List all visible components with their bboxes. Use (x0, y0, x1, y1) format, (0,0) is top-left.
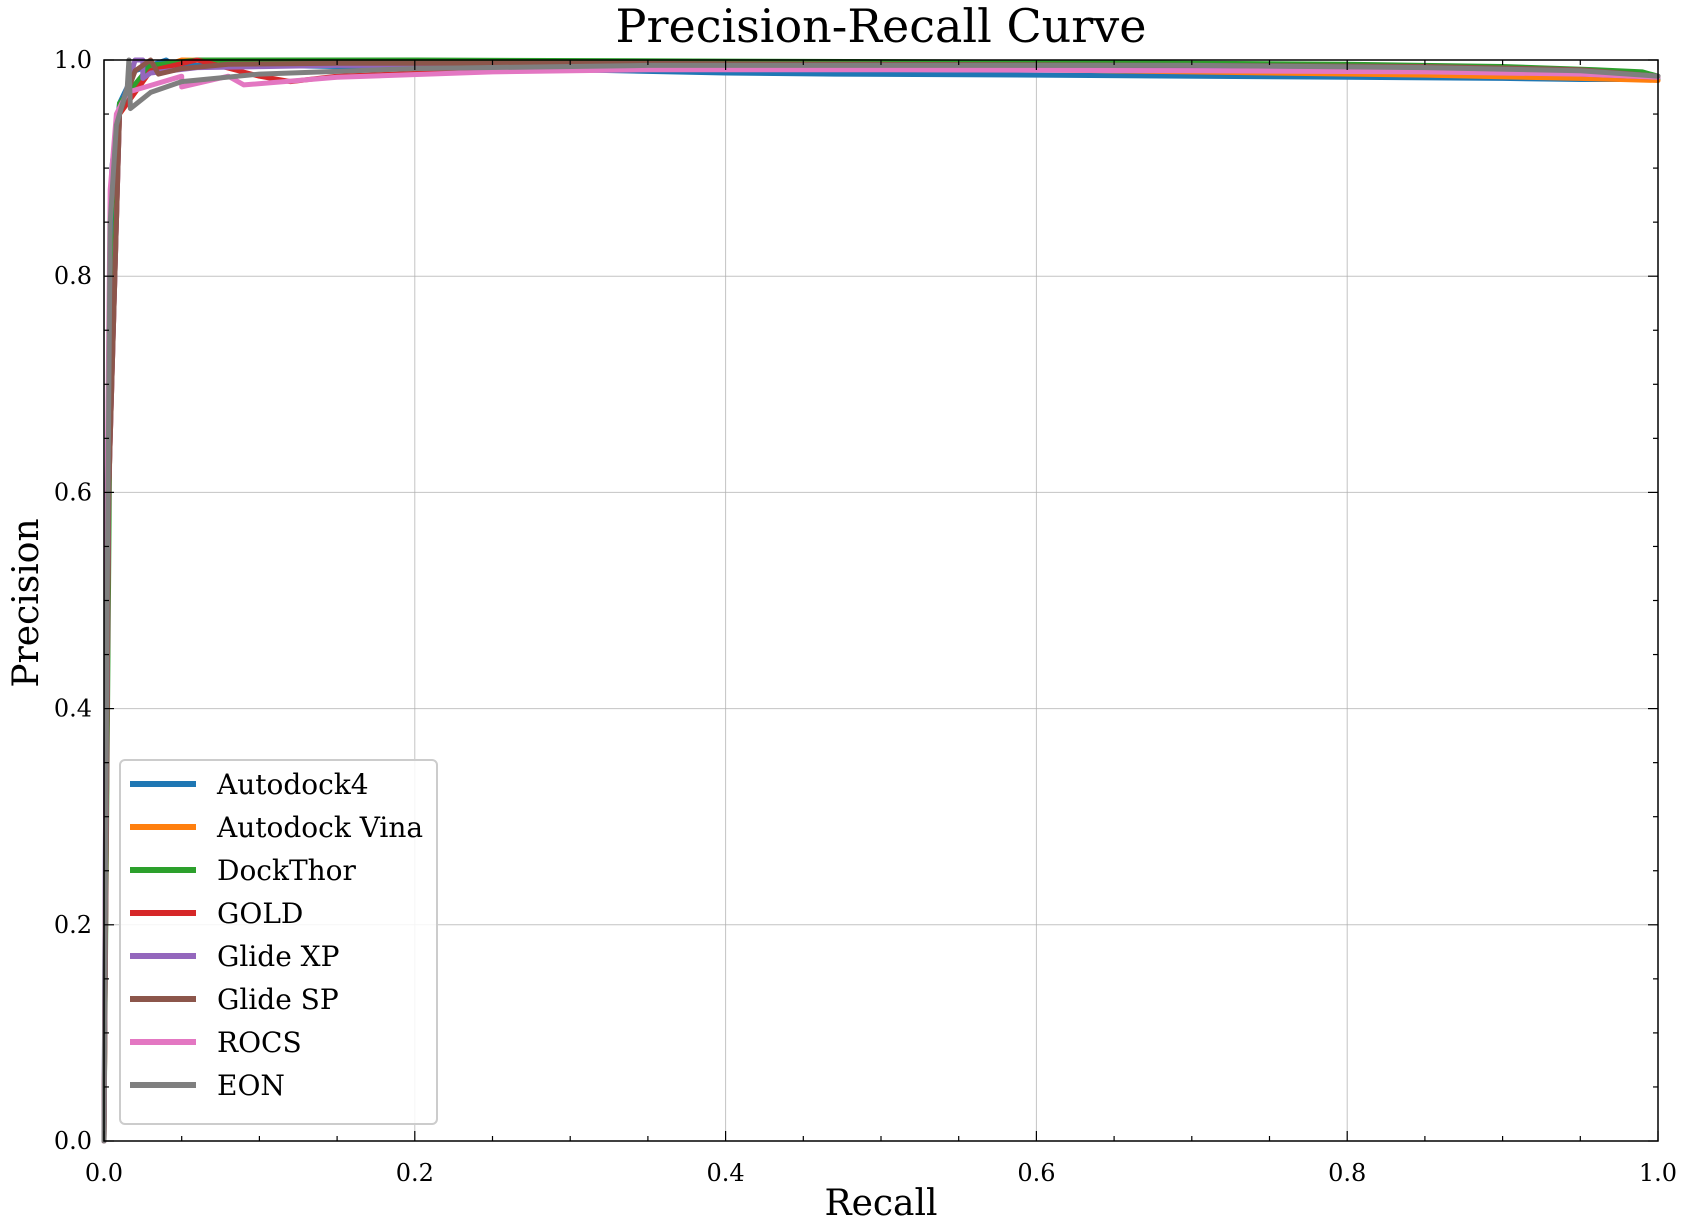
x-tick-label: 0.8 (1328, 1159, 1366, 1187)
plot-frame (103, 59, 1659, 1142)
y-axis-label: Precision (6, 518, 47, 687)
y-tick-label: 0.8 (54, 262, 92, 290)
y-tick-label: 0.6 (54, 478, 92, 506)
axes-layer: 0.0 0.2 0.4 0.6 0.8 1.0 0.0 0.2 0.4 0.6 0.8 1.0 (54, 46, 1677, 1187)
chart-title: Precision-Recall Curve (616, 0, 1147, 53)
x-tick-label: 0.0 (85, 1159, 123, 1187)
legend-label-glide-sp: Glide SP (217, 983, 339, 1016)
legend-label-autodock-vina: Autodock Vina (216, 811, 423, 844)
series-line-eon (101, 57, 1661, 1144)
legend-label-eon: EON (217, 1069, 285, 1102)
legend: Autodock4 Autodock Vina DockThor GOLD Glide … (119, 759, 438, 1125)
x-tick-label: 0.2 (396, 1159, 434, 1187)
y-tick-label: 0.4 (54, 695, 92, 723)
legend-label-glide-xp: Glide XP (217, 940, 339, 973)
y-tick-label: 0.0 (54, 1127, 92, 1155)
x-tick-label: 1.0 (1639, 1159, 1677, 1187)
x-tick-label: 0.6 (1017, 1159, 1055, 1187)
y-tick-label: 1.0 (54, 46, 92, 74)
legend-label-rocs: ROCS (217, 1026, 302, 1059)
legend-label-autodock4: Autodock4 (216, 768, 369, 801)
x-axis-label: Recall (824, 1183, 937, 1224)
legend-label-gold: GOLD (217, 897, 303, 930)
legend-box (119, 759, 438, 1125)
legend-label-dockthor: DockThor (217, 854, 357, 887)
y-tick-label: 0.2 (54, 911, 92, 939)
x-tick-label: 0.4 (707, 1159, 745, 1187)
